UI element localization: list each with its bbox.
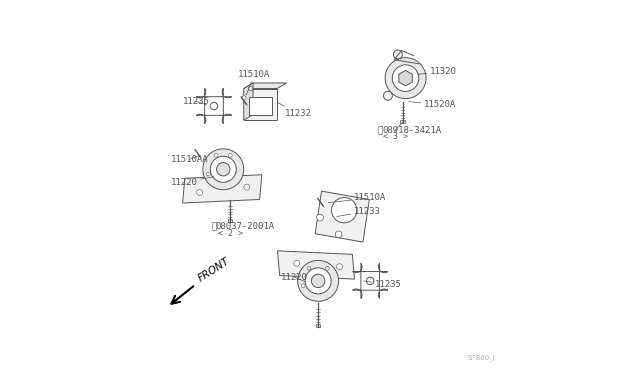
Circle shape <box>383 91 392 100</box>
Polygon shape <box>196 89 232 124</box>
Circle shape <box>392 65 419 92</box>
Circle shape <box>228 154 232 157</box>
Polygon shape <box>353 263 388 298</box>
Circle shape <box>216 163 230 176</box>
Text: 11320: 11320 <box>417 67 456 76</box>
Text: 11510A: 11510A <box>328 193 386 203</box>
Text: < 3 >: < 3 > <box>383 132 408 141</box>
Polygon shape <box>316 324 321 327</box>
Text: 08037-2001A: 08037-2001A <box>216 222 275 231</box>
Polygon shape <box>182 175 262 203</box>
Text: FRONT: FRONT <box>196 256 232 283</box>
Polygon shape <box>244 83 287 89</box>
Polygon shape <box>401 120 405 123</box>
Text: 11220: 11220 <box>172 177 214 187</box>
Circle shape <box>335 231 342 238</box>
Text: < 2 >: < 2 > <box>218 229 243 238</box>
Polygon shape <box>278 251 355 279</box>
Circle shape <box>337 264 342 270</box>
Circle shape <box>367 277 374 285</box>
Circle shape <box>317 214 323 221</box>
Polygon shape <box>315 191 369 242</box>
Text: 08918-3421A: 08918-3421A <box>382 126 441 135</box>
Circle shape <box>244 184 250 190</box>
Circle shape <box>332 198 357 223</box>
Circle shape <box>214 154 218 157</box>
Circle shape <box>305 268 331 294</box>
Text: 11520A: 11520A <box>408 100 456 109</box>
Text: Sᵐ800_J: Sᵐ800_J <box>467 354 495 361</box>
Circle shape <box>203 149 244 190</box>
Circle shape <box>241 96 246 100</box>
Text: 11235: 11235 <box>364 280 402 289</box>
Circle shape <box>294 260 300 266</box>
Text: 11233: 11233 <box>337 207 380 217</box>
Polygon shape <box>399 70 412 86</box>
Circle shape <box>207 172 211 176</box>
Text: 11510A: 11510A <box>238 70 271 95</box>
Circle shape <box>385 58 426 99</box>
Polygon shape <box>244 83 253 120</box>
Circle shape <box>211 102 218 110</box>
Text: 11510AA: 11510AA <box>172 155 209 164</box>
Text: 11235: 11235 <box>182 97 209 106</box>
Circle shape <box>298 260 339 301</box>
Text: 11232: 11232 <box>277 102 312 118</box>
Circle shape <box>248 86 253 91</box>
Text: 11220: 11220 <box>281 273 308 282</box>
FancyBboxPatch shape <box>250 97 271 115</box>
Circle shape <box>326 266 329 270</box>
Circle shape <box>211 156 236 182</box>
Polygon shape <box>228 219 232 222</box>
Circle shape <box>307 266 311 270</box>
Polygon shape <box>244 89 277 120</box>
Circle shape <box>394 50 403 59</box>
Circle shape <box>312 274 325 288</box>
Text: Ⓑ: Ⓑ <box>211 222 217 231</box>
Circle shape <box>301 284 305 288</box>
Text: Ⓝ: Ⓝ <box>378 126 383 135</box>
Circle shape <box>196 189 203 195</box>
